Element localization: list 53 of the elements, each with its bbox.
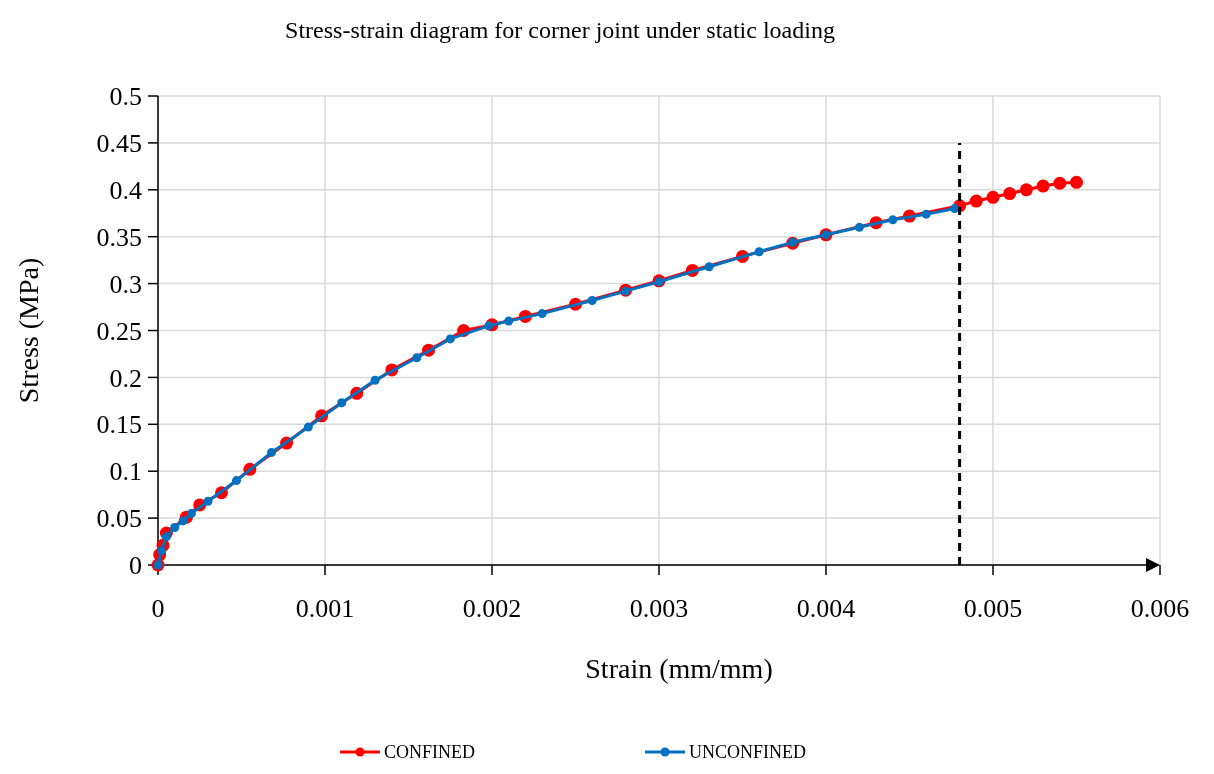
- point: [888, 215, 898, 225]
- point: [231, 476, 241, 486]
- point: [1070, 175, 1083, 189]
- point: [156, 546, 166, 556]
- x-tick-label: 0: [151, 594, 165, 623]
- point: [412, 353, 422, 363]
- y-tick-label: 0.35: [96, 222, 142, 252]
- y-tick-label: 0.3: [109, 269, 142, 299]
- y-tick-label: 0.25: [96, 316, 142, 346]
- point: [587, 295, 597, 305]
- point: [337, 398, 347, 408]
- point: [445, 334, 455, 344]
- x-tick-label: 0.006: [1130, 594, 1190, 623]
- point: [537, 309, 547, 319]
- point: [950, 204, 960, 214]
- chart-title: Stress-strain diagram for corner joint under static loading: [285, 17, 835, 43]
- x-tick-label: 0.003: [629, 594, 689, 623]
- point: [986, 190, 1000, 204]
- point: [1003, 187, 1017, 201]
- point: [504, 316, 514, 326]
- x-tick-label: 0.005: [963, 594, 1023, 623]
- point: [178, 516, 188, 526]
- point: [267, 447, 277, 457]
- y-tick-label: 0.5: [109, 82, 142, 112]
- point: [186, 508, 196, 518]
- point: [854, 222, 864, 232]
- x-axis-title: Strain (mm/mm): [585, 653, 773, 684]
- point: [969, 194, 983, 208]
- y-tick-label: 0.45: [96, 129, 142, 158]
- y-tick-label: 0.1: [109, 457, 142, 487]
- point: [370, 375, 380, 385]
- point: [704, 262, 714, 272]
- legend-label: CONFINED: [384, 742, 476, 763]
- point: [754, 247, 764, 257]
- point: [170, 522, 180, 532]
- x-tick-label: 0.001: [295, 594, 355, 623]
- point: [203, 496, 213, 506]
- x-tick-label: 0.004: [796, 594, 856, 623]
- legend-label: UNCONFINED: [689, 742, 806, 763]
- y-tick-label: 0.4: [109, 175, 142, 205]
- point: [1019, 183, 1033, 197]
- y-axis-title: Stress (MPa): [13, 257, 44, 404]
- point: [1036, 179, 1050, 193]
- point: [303, 422, 313, 432]
- x-tick-label: 0.002: [462, 594, 522, 623]
- y-tick-label: 0.05: [96, 504, 142, 534]
- y-tick-label: 0: [129, 551, 142, 581]
- point: [1053, 176, 1067, 190]
- y-tick-label: 0.15: [96, 410, 142, 440]
- point: [161, 532, 171, 542]
- point: [484, 321, 494, 331]
- point: [921, 209, 931, 219]
- y-tick-label: 0.2: [109, 363, 142, 393]
